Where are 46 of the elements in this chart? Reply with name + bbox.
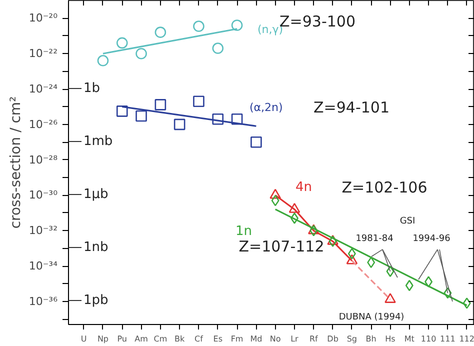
annotation: 1µb <box>84 187 108 202</box>
x-tick-label: Cm <box>154 334 168 344</box>
y-tick-label: 10⁻³⁶ <box>28 294 58 308</box>
x-tick-label: Bk <box>174 334 186 344</box>
x-tick-label: Np <box>97 334 109 344</box>
series-label: 4n <box>296 180 312 195</box>
x-tick-label: Rf <box>309 334 318 344</box>
text: 1n <box>236 224 252 239</box>
annotation: 1mb <box>84 134 113 149</box>
y-tick-label: 10⁻³² <box>28 224 58 238</box>
annotation: 1994-96 <box>412 234 451 244</box>
annotation: Z=94-101 <box>314 98 390 116</box>
y-axis-title: cross-section / cm² <box>8 96 24 229</box>
x-tick-label: Es <box>213 334 222 344</box>
y-tick-label: 10⁻³⁰ <box>28 188 58 202</box>
x-tick-label: 112 <box>459 334 474 344</box>
x-tick-label: Cf <box>194 334 204 344</box>
x-tick-label: Lr <box>290 334 300 344</box>
x-tick-label: Fm <box>230 334 244 344</box>
x-tick-label: 110 <box>420 334 436 344</box>
y-tick-label: 10⁻²⁴ <box>28 82 58 96</box>
x-tick-label: No <box>270 334 281 344</box>
x-tick-label: Db <box>327 334 338 344</box>
x-tick-label: Pu <box>117 334 128 344</box>
x-tick-label: Sg <box>346 334 358 344</box>
annotation: 1pb <box>84 293 108 308</box>
x-tick-label: Mt <box>404 334 414 344</box>
y-tick-label: 10⁻²⁶ <box>28 118 58 131</box>
annotation: 1981-84 <box>356 234 394 244</box>
annotation: 1b <box>84 81 100 96</box>
series-label: (α,2n) <box>250 101 283 114</box>
x-tick-label: U <box>80 334 87 344</box>
y-tick-label: 10⁻²² <box>28 47 58 60</box>
y-tick-label: 10⁻²⁸ <box>28 153 58 166</box>
x-tick-label: Md <box>250 334 262 344</box>
annotation: DUBNA (1994) <box>338 312 404 322</box>
y-tick-label: 10⁻³⁴ <box>28 260 58 273</box>
annotation: Z=102-106 <box>342 178 428 196</box>
x-tick-label: 111 <box>440 334 456 344</box>
annotation: Z=107-112 <box>238 238 324 256</box>
y-tick-label: 10⁻²⁰ <box>28 12 58 25</box>
annotation: 1nb <box>84 240 108 255</box>
x-tick-label: Am <box>134 334 148 344</box>
annotation: GSI <box>400 216 416 226</box>
x-tick-label: Hs <box>385 334 396 344</box>
x-tick-label: Bh <box>366 334 376 344</box>
